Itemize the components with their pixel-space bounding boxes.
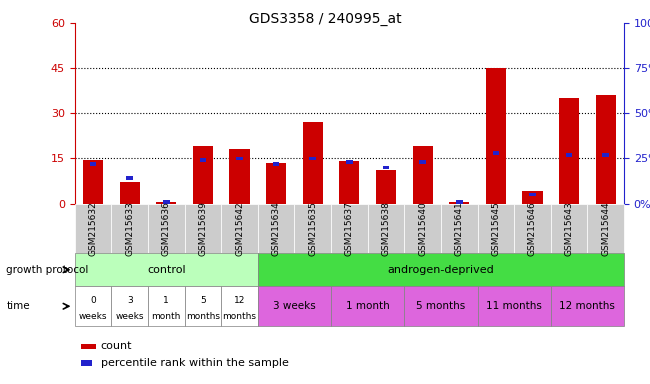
Text: months: months: [186, 312, 220, 321]
Text: GSM215637: GSM215637: [345, 201, 354, 256]
Bar: [595, 95, 616, 204]
Bar: [163, 200, 170, 204]
Bar: [603, 153, 609, 157]
Bar: [383, 166, 389, 169]
Text: GSM215635: GSM215635: [308, 201, 317, 256]
Text: control: control: [147, 265, 186, 275]
Bar: [559, 98, 579, 204]
Text: GSM215646: GSM215646: [528, 201, 537, 256]
Text: GSM215638: GSM215638: [382, 201, 391, 256]
Text: GSM215642: GSM215642: [235, 201, 244, 256]
Text: GSM215645: GSM215645: [491, 201, 500, 256]
Bar: [346, 160, 353, 164]
Bar: [523, 192, 543, 204]
Bar: [566, 153, 573, 157]
Text: weeks: weeks: [116, 312, 144, 321]
Text: 5 months: 5 months: [416, 301, 465, 311]
Bar: [156, 202, 176, 204]
Text: GSM215644: GSM215644: [601, 201, 610, 256]
Bar: [309, 157, 316, 160]
Bar: [193, 146, 213, 204]
Bar: [449, 202, 469, 204]
Bar: [339, 161, 359, 204]
Text: 11 months: 11 months: [486, 301, 542, 311]
Text: GSM215640: GSM215640: [418, 201, 427, 256]
Text: 5: 5: [200, 296, 206, 305]
Text: androgen-deprived: androgen-deprived: [387, 265, 494, 275]
Bar: [120, 182, 140, 204]
Text: GDS3358 / 240995_at: GDS3358 / 240995_at: [249, 12, 401, 25]
Bar: [90, 162, 96, 166]
Bar: [200, 159, 206, 162]
Bar: [303, 122, 323, 204]
Text: GSM215632: GSM215632: [88, 201, 98, 256]
Bar: [529, 193, 536, 196]
Text: 1: 1: [163, 296, 169, 305]
Text: GSM215636: GSM215636: [162, 201, 171, 256]
Text: percentile rank within the sample: percentile rank within the sample: [101, 358, 289, 368]
Text: GSM215641: GSM215641: [455, 201, 463, 256]
Bar: [486, 68, 506, 204]
Text: count: count: [101, 341, 132, 351]
Bar: [419, 160, 426, 164]
Text: months: months: [222, 312, 257, 321]
Text: 0: 0: [90, 296, 96, 305]
Text: growth protocol: growth protocol: [6, 265, 89, 275]
Bar: [266, 163, 286, 204]
Bar: [126, 177, 133, 180]
Text: GSM215634: GSM215634: [272, 201, 281, 256]
Text: GSM215639: GSM215639: [198, 201, 207, 256]
Text: 12 months: 12 months: [560, 301, 616, 311]
Text: time: time: [6, 301, 30, 311]
Bar: [83, 160, 103, 204]
Text: month: month: [151, 312, 181, 321]
Text: 3 weeks: 3 weeks: [273, 301, 316, 311]
Bar: [413, 146, 433, 204]
Text: 1 month: 1 month: [346, 301, 389, 311]
Text: 3: 3: [127, 296, 133, 305]
Bar: [236, 157, 243, 160]
Bar: [273, 162, 280, 166]
Text: 12: 12: [234, 296, 245, 305]
Text: weeks: weeks: [79, 312, 107, 321]
Text: GSM215633: GSM215633: [125, 201, 134, 256]
Bar: [456, 200, 463, 204]
Text: GSM215643: GSM215643: [565, 201, 573, 256]
Bar: [229, 149, 250, 204]
Bar: [376, 170, 396, 204]
Bar: [493, 151, 499, 155]
